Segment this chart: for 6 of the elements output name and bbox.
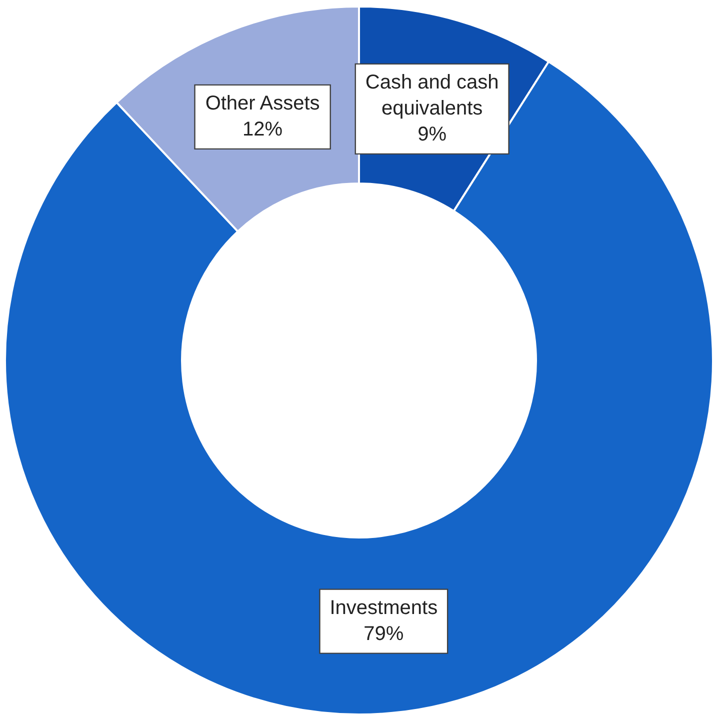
- data-label: 12%: [242, 118, 283, 140]
- slice-label: Cash and cash equivalents: [365, 71, 499, 120]
- slice-label: Investments: [330, 596, 438, 619]
- data-label: 9%: [418, 123, 447, 146]
- slice-label: Other Assets: [205, 92, 320, 114]
- data-label: 79%: [364, 622, 404, 645]
